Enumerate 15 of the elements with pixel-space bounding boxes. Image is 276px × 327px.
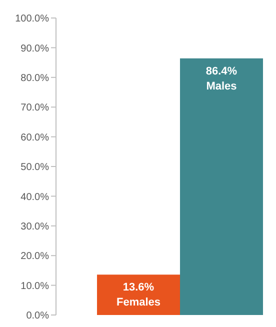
y-tick-label: 100.0%: [15, 14, 50, 25]
y-tick-label: 40.0%: [20, 192, 50, 203]
data-label: 13.6%: [122, 282, 154, 294]
x-tick-label: Males: [206, 80, 237, 92]
y-tick-label: 20.0%: [20, 251, 50, 262]
y-tick-label: 70.0%: [20, 102, 50, 114]
y-tick-label: 80.0%: [20, 72, 50, 84]
x-tick-label: Females: [116, 296, 161, 309]
y-tick-label: 60.0%: [20, 132, 50, 144]
y-tick-label: 50.0%: [20, 162, 50, 174]
y-tick-label: 10.0%: [20, 280, 50, 292]
data-label: 86.4%: [206, 65, 238, 78]
y-tick-label: 30.0%: [20, 221, 50, 232]
y-tick-label: 90.0%: [20, 43, 50, 54]
y-tick-label: 0.0%: [26, 310, 50, 322]
